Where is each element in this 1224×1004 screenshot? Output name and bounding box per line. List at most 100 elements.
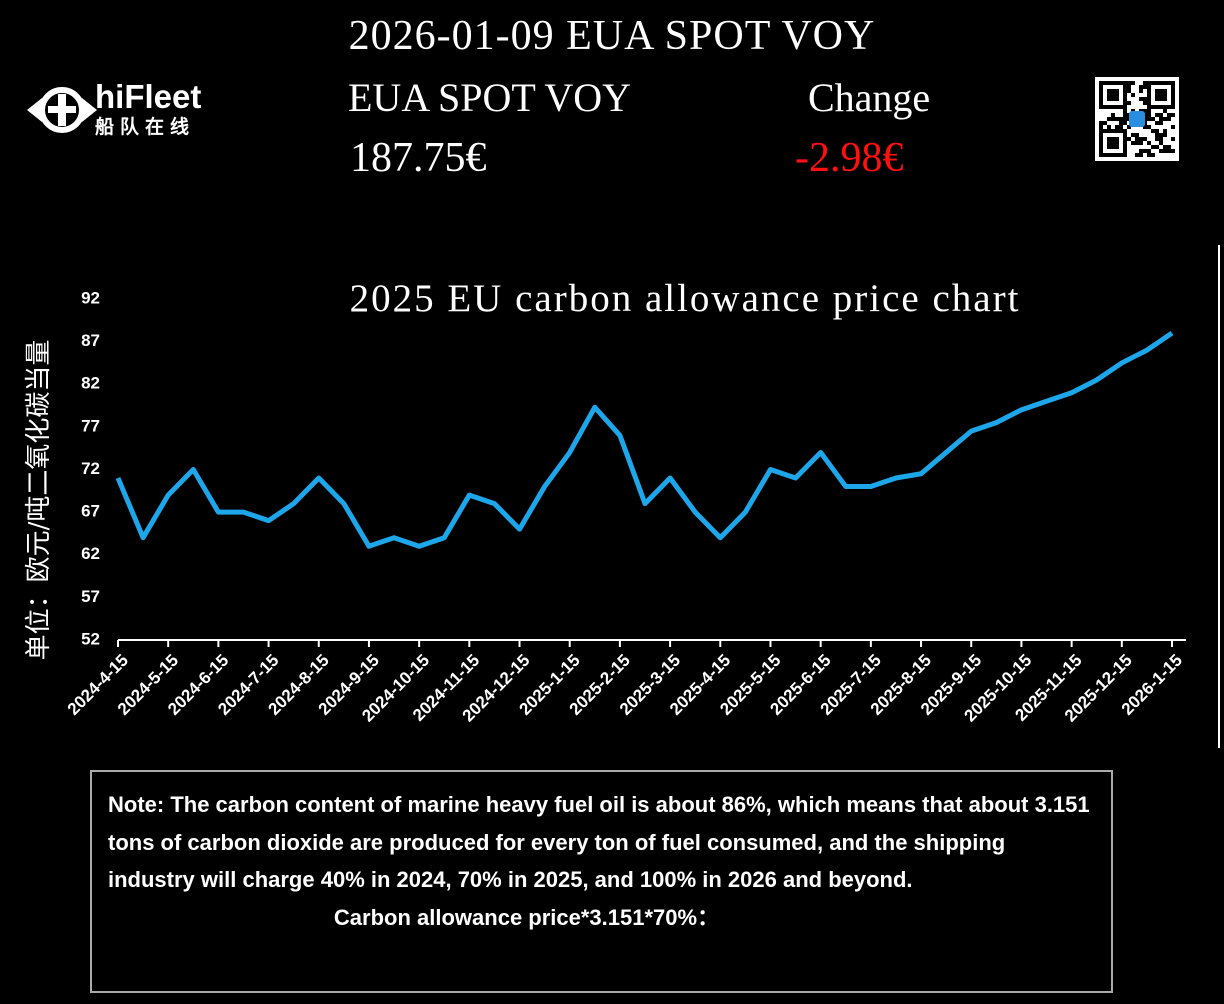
qr-module <box>1155 93 1159 97</box>
qr-module <box>1099 145 1103 149</box>
qr-module <box>1099 153 1103 157</box>
qr-module <box>1107 137 1111 141</box>
qr-module <box>1167 105 1171 109</box>
qr-module <box>1143 149 1147 153</box>
qr-module <box>1159 105 1163 109</box>
qr-module <box>1151 153 1155 157</box>
qr-module <box>1143 101 1147 105</box>
qr-module <box>1123 85 1127 89</box>
qr-module <box>1171 137 1175 141</box>
qr-module <box>1119 117 1123 121</box>
y-tick-label: 62 <box>81 544 100 563</box>
qr-module <box>1155 81 1159 85</box>
qr-module <box>1171 125 1175 129</box>
qr-module <box>1127 81 1131 85</box>
qr-module <box>1115 97 1119 101</box>
qr-module <box>1103 153 1107 157</box>
qr-code <box>1095 77 1179 161</box>
qr-module <box>1159 141 1163 145</box>
y-tick-label: 82 <box>81 374 100 393</box>
qr-module <box>1115 117 1119 121</box>
qr-module <box>1131 141 1135 145</box>
qr-module <box>1123 141 1127 145</box>
logo-icon <box>27 87 97 133</box>
qr-module <box>1119 121 1123 125</box>
qr-module <box>1155 121 1159 125</box>
qr-module <box>1171 81 1175 85</box>
qr-module <box>1151 81 1155 85</box>
qr-module <box>1147 117 1151 121</box>
qr-module <box>1171 105 1175 109</box>
qr-module <box>1147 113 1151 117</box>
qr-module <box>1135 153 1139 157</box>
qr-module <box>1119 153 1123 157</box>
qr-module <box>1123 81 1127 85</box>
qr-module <box>1167 113 1171 117</box>
qr-module <box>1147 109 1151 113</box>
qr-module <box>1147 85 1151 89</box>
qr-module <box>1107 129 1111 133</box>
qr-module <box>1107 89 1111 93</box>
qr-module <box>1139 149 1143 153</box>
qr-module <box>1111 129 1115 133</box>
qr-module <box>1155 113 1159 117</box>
qr-module <box>1123 97 1127 101</box>
qr-module <box>1127 125 1131 129</box>
qr-module <box>1111 153 1115 157</box>
qr-module <box>1107 125 1111 129</box>
qr-module <box>1107 153 1111 157</box>
qr-module <box>1115 153 1119 157</box>
qr-module <box>1099 101 1103 105</box>
qr-module <box>1123 89 1127 93</box>
qr-module <box>1111 81 1115 85</box>
qr-module <box>1099 141 1103 145</box>
qr-module <box>1163 97 1167 101</box>
price-line <box>115 331 1174 549</box>
qr-module <box>1171 85 1175 89</box>
qr-module <box>1147 93 1151 97</box>
qr-module <box>1103 121 1107 125</box>
qr-module <box>1111 89 1115 93</box>
change-value: -2.98€ <box>795 135 904 181</box>
qr-module <box>1115 89 1119 93</box>
qr-module <box>1127 137 1131 141</box>
qr-module <box>1167 81 1171 85</box>
qr-module <box>1163 109 1167 113</box>
qr-module <box>1171 101 1175 105</box>
qr-module <box>1127 85 1131 89</box>
logo-subtext: 船队在线 <box>95 117 196 138</box>
qr-module <box>1099 81 1103 85</box>
qr-module <box>1099 97 1103 101</box>
qr-module <box>1107 93 1111 97</box>
qr-module <box>1171 93 1175 97</box>
qr-module <box>1163 105 1167 109</box>
qr-module <box>1163 149 1167 153</box>
qr-module <box>1159 93 1163 97</box>
qr-module <box>1155 97 1159 101</box>
y-tick-label: 57 <box>81 587 100 606</box>
qr-module <box>1119 129 1123 133</box>
qr-module <box>1171 113 1175 117</box>
qr-module <box>1143 81 1147 85</box>
page-title: 2026-01-09 EUA SPOT VOY <box>348 13 876 59</box>
qr-module <box>1123 105 1127 109</box>
qr-module <box>1119 125 1123 129</box>
qr-module <box>1139 153 1143 157</box>
qr-module <box>1159 97 1163 101</box>
qr-module <box>1143 137 1147 141</box>
qr-module <box>1139 141 1143 145</box>
qr-module <box>1127 89 1131 93</box>
y-tick-label: 77 <box>81 416 100 435</box>
qr-module <box>1099 89 1103 93</box>
qr-module <box>1147 141 1151 145</box>
qr-module <box>1159 149 1163 153</box>
qr-module <box>1123 93 1127 97</box>
y-axis-label: 单位：欧元/吨二氧化碳当量 <box>24 340 54 661</box>
qr-module <box>1159 117 1163 121</box>
qr-module <box>1103 129 1107 133</box>
note-box: Note: The carbon content of marine heavy… <box>90 770 1113 993</box>
qr-module <box>1147 105 1151 109</box>
qr-module <box>1115 93 1119 97</box>
qr-module <box>1115 145 1119 149</box>
